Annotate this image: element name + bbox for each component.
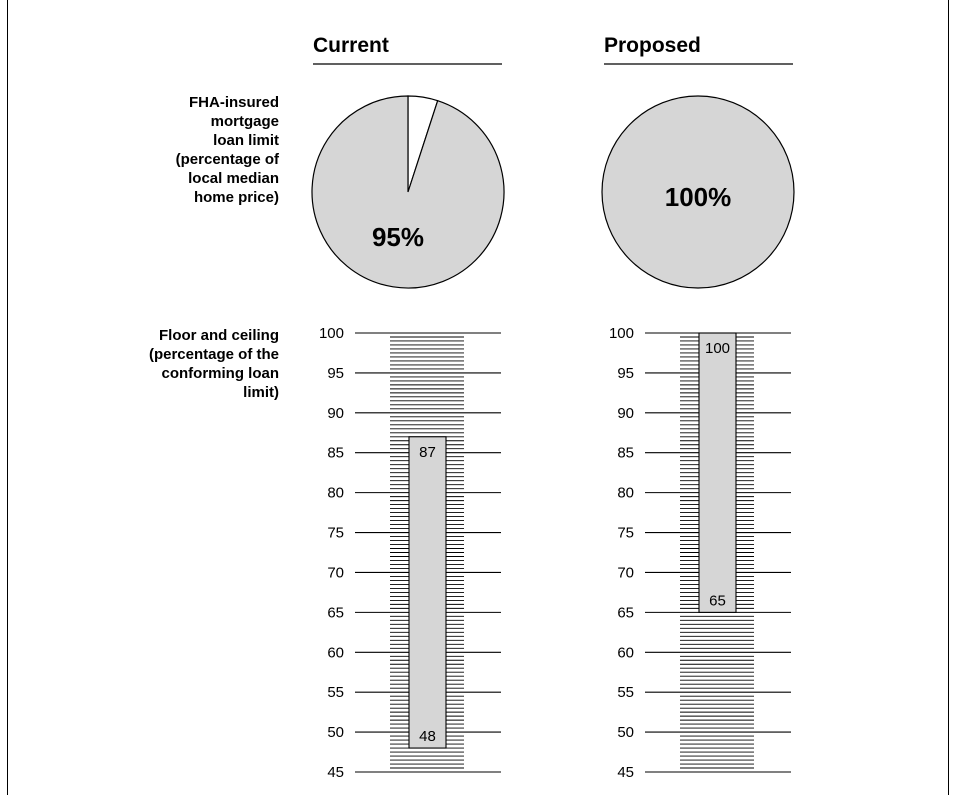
row-label-pie-line-2: loan limit: [213, 132, 279, 149]
scale-current-tick-label: 55: [327, 684, 344, 701]
scale-current-tick-label: 90: [327, 405, 344, 422]
pie-proposed-slice-0: [601, 95, 795, 289]
scale-current-tick-label: 45: [327, 764, 344, 781]
row-label-pie-line-0: FHA-insured: [189, 94, 279, 111]
pie-current-slice-0: [311, 95, 505, 289]
row-label-pie-line-3: (percentage of: [176, 151, 280, 168]
scale-proposed-tick-label: 85: [617, 445, 634, 462]
scale-proposed-range-low-label: 65: [709, 592, 726, 609]
row-label-bar: Floor and ceiling (percentage of the confo…: [149, 327, 279, 401]
scale-proposed-range-bar: [698, 332, 737, 613]
row-label-bar-line-3: limit): [243, 384, 279, 401]
scale-current-range-low-label: 48: [419, 728, 436, 745]
scale-current-tick-label: 80: [327, 485, 344, 502]
range-chart-current: 45 50 55 60 65 70 75 80 85 90 95 100 87 48: [319, 325, 501, 781]
scale-proposed-tick-label: 100: [609, 325, 634, 342]
scale-proposed-tick-label: 70: [617, 564, 634, 581]
row-label-bar-line-0: Floor and ceiling: [159, 327, 279, 344]
scale-current-tick-label: 85: [327, 445, 344, 462]
scale-current-range-high-label: 87: [419, 444, 436, 461]
scale-current-tick-label: 70: [327, 564, 344, 581]
row-label-bar-line-2: conforming loan: [162, 365, 280, 382]
scale-proposed-tick-label: 95: [617, 365, 634, 382]
scale-proposed-tick-label: 55: [617, 684, 634, 701]
row-label-pie-line-1: mortgage: [211, 113, 279, 130]
scale-proposed-tick-label: 75: [617, 525, 634, 542]
column-header-current: Current: [313, 34, 389, 57]
scale-proposed-range-high-label: 100: [705, 340, 730, 357]
scale-current-range-bar: [408, 436, 447, 749]
frame-border-left: [7, 0, 8, 795]
scale-proposed-tick-label: 50: [617, 724, 634, 741]
row-label-bar-line-1: (percentage of the: [149, 346, 279, 363]
pie-proposed-value-label: 100%: [665, 182, 732, 212]
scale-proposed-tick-label: 90: [617, 405, 634, 422]
scale-proposed-tick-label: 65: [617, 604, 634, 621]
pie-current-value-label: 95%: [372, 222, 424, 252]
scale-proposed-tick-label: 80: [617, 485, 634, 502]
pie-chart-proposed: 100%: [601, 95, 795, 289]
row-label-pie-line-5: home price): [194, 189, 279, 206]
scale-current-tick-label: 65: [327, 604, 344, 621]
range-chart-proposed: 45 50 55 60 65 70 75 80 85 90 95 100 100 65: [609, 325, 791, 781]
scale-current-tick-label: 60: [327, 644, 344, 661]
frame-border-right: [948, 0, 949, 795]
row-label-pie: FHA-insured mortgage loan limit (percentage…: [176, 94, 280, 206]
scale-proposed-tick-label: 45: [617, 764, 634, 781]
row-label-pie-line-4: local median: [188, 170, 279, 187]
scale-current-tick-label: 95: [327, 365, 344, 382]
scale-current-tick-label: 50: [327, 724, 344, 741]
scale-current-tick-label: 100: [319, 325, 344, 342]
pie-chart-current: 95%: [311, 95, 505, 289]
column-header-proposed: Proposed: [604, 34, 701, 57]
scale-current-tick-label: 75: [327, 525, 344, 542]
scale-proposed-tick-label: 60: [617, 644, 634, 661]
